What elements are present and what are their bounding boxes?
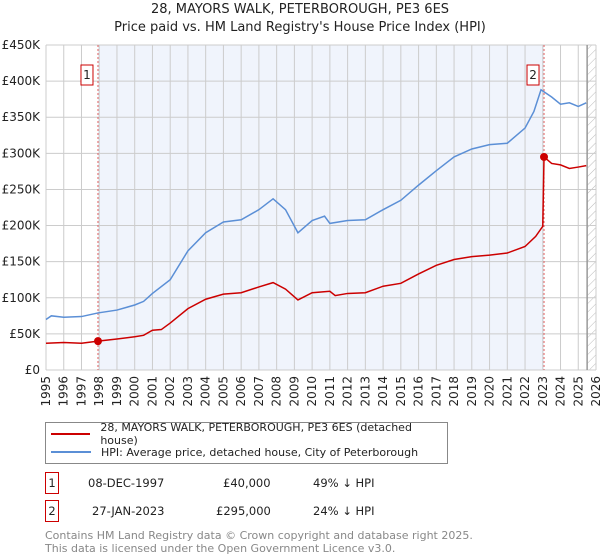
x-tick-label: 2005 (216, 376, 230, 407)
sale-hpi-diff: 49% ↓ HPI (313, 476, 375, 490)
x-tick-label: 1997 (74, 376, 88, 407)
series-line (45, 88, 587, 321)
y-tick-label: £400K (2, 74, 42, 88)
x-tick-label: 2004 (199, 376, 213, 407)
x-tick-label: 1995 (39, 376, 53, 407)
x-tick-label: 2022 (518, 376, 532, 407)
x-tick-label: 2006 (234, 376, 248, 407)
x-tick-label: 2014 (376, 376, 390, 407)
x-tick-label: 2017 (429, 376, 443, 407)
legend: 28, MAYORS WALK, PETERBOROUGH, PE3 6ES (… (45, 421, 448, 464)
sale-date: 27-JAN-2023 (92, 504, 165, 518)
y-tick-label: £350K (2, 110, 42, 124)
y-tick-label: £450K (2, 38, 42, 52)
x-tick-label: 2023 (536, 376, 550, 407)
chart-title: 28, MAYORS WALK, PETERBOROUGH, PE3 6ES (150, 2, 450, 17)
sale-label: 2 (529, 68, 537, 82)
sale-label: 1 (83, 68, 91, 82)
x-tick-label: 2025 (571, 376, 585, 407)
sale-price: £40,000 (223, 476, 271, 490)
x-tick-label: 2008 (270, 376, 284, 407)
legend-swatch-property (51, 433, 91, 435)
shaded-ownership-range (97, 45, 545, 370)
x-tick-label: 2007 (252, 376, 266, 407)
y-tick-label: £250K (2, 182, 42, 196)
y-tick-label: £50K (9, 327, 41, 341)
x-tick-label: 2013 (358, 376, 372, 407)
x-tick-label: 2011 (323, 376, 337, 407)
sale-marker-badge: 1 (45, 472, 59, 494)
x-tick-label: 1996 (57, 376, 71, 407)
y-tick-label: £0 (25, 363, 40, 377)
y-tick-label: £150K (2, 255, 42, 269)
plot-area: 1995 1996 1997 1998 1999 2000 2001 2002 2003 2004… (2, 38, 600, 407)
x-tick-label: 2026 (589, 376, 600, 407)
x-tick-label: 1998 (92, 376, 106, 407)
footer-licence: This data is licensed under the Open Gov… (45, 542, 396, 555)
sale-hpi-diff: 24% ↓ HPI (313, 504, 375, 518)
sale-point (93, 337, 102, 346)
x-tick-label: 2001 (145, 376, 159, 407)
x-tick-label: 2000 (128, 376, 142, 407)
x-tick-label: 2018 (447, 376, 461, 407)
series-line (45, 155, 587, 345)
x-tick-label: 2020 (483, 376, 497, 407)
chart-subtitle: Price paid vs. HM Land Registry's House … (114, 20, 486, 35)
legend-label-hpi: HPI: Average price, detached house, City… (101, 445, 419, 459)
x-tick-label: 1999 (110, 376, 124, 407)
footer: Contains HM Land Registry data © Crown c… (45, 529, 473, 555)
x-tick-label: 2002 (163, 376, 177, 407)
x-tick-label: 2024 (554, 376, 568, 407)
x-tick-label: 2010 (305, 376, 319, 407)
x-tick-label: 2021 (500, 376, 514, 407)
hatched-region (587, 45, 596, 370)
x-tick-label: 2012 (341, 376, 355, 407)
sale-price: £295,000 (216, 504, 271, 518)
y-tick-label: £100K (2, 291, 42, 305)
legend-swatch-hpi (51, 451, 91, 453)
sale-date: 08-DEC-1997 (88, 476, 165, 490)
y-tick-label: £200K (2, 219, 42, 233)
sale-marker-badge: 2 (45, 500, 59, 522)
footer-copyright: Contains HM Land Registry data © Crown c… (45, 529, 473, 542)
sale-label-box (80, 64, 94, 86)
x-tick-label: 2015 (394, 376, 408, 407)
x-tick-label: 2016 (412, 376, 426, 407)
sale-point (540, 152, 549, 161)
x-tick-label: 2003 (181, 376, 195, 407)
y-tick-label: £300K (2, 146, 42, 160)
legend-label-property: 28, MAYORS WALK, PETERBOROUGH, PE3 6ES (… (100, 421, 412, 447)
x-tick-label: 2019 (465, 376, 479, 407)
x-tick-label: 2009 (287, 376, 301, 407)
sale-label-box (526, 64, 540, 86)
